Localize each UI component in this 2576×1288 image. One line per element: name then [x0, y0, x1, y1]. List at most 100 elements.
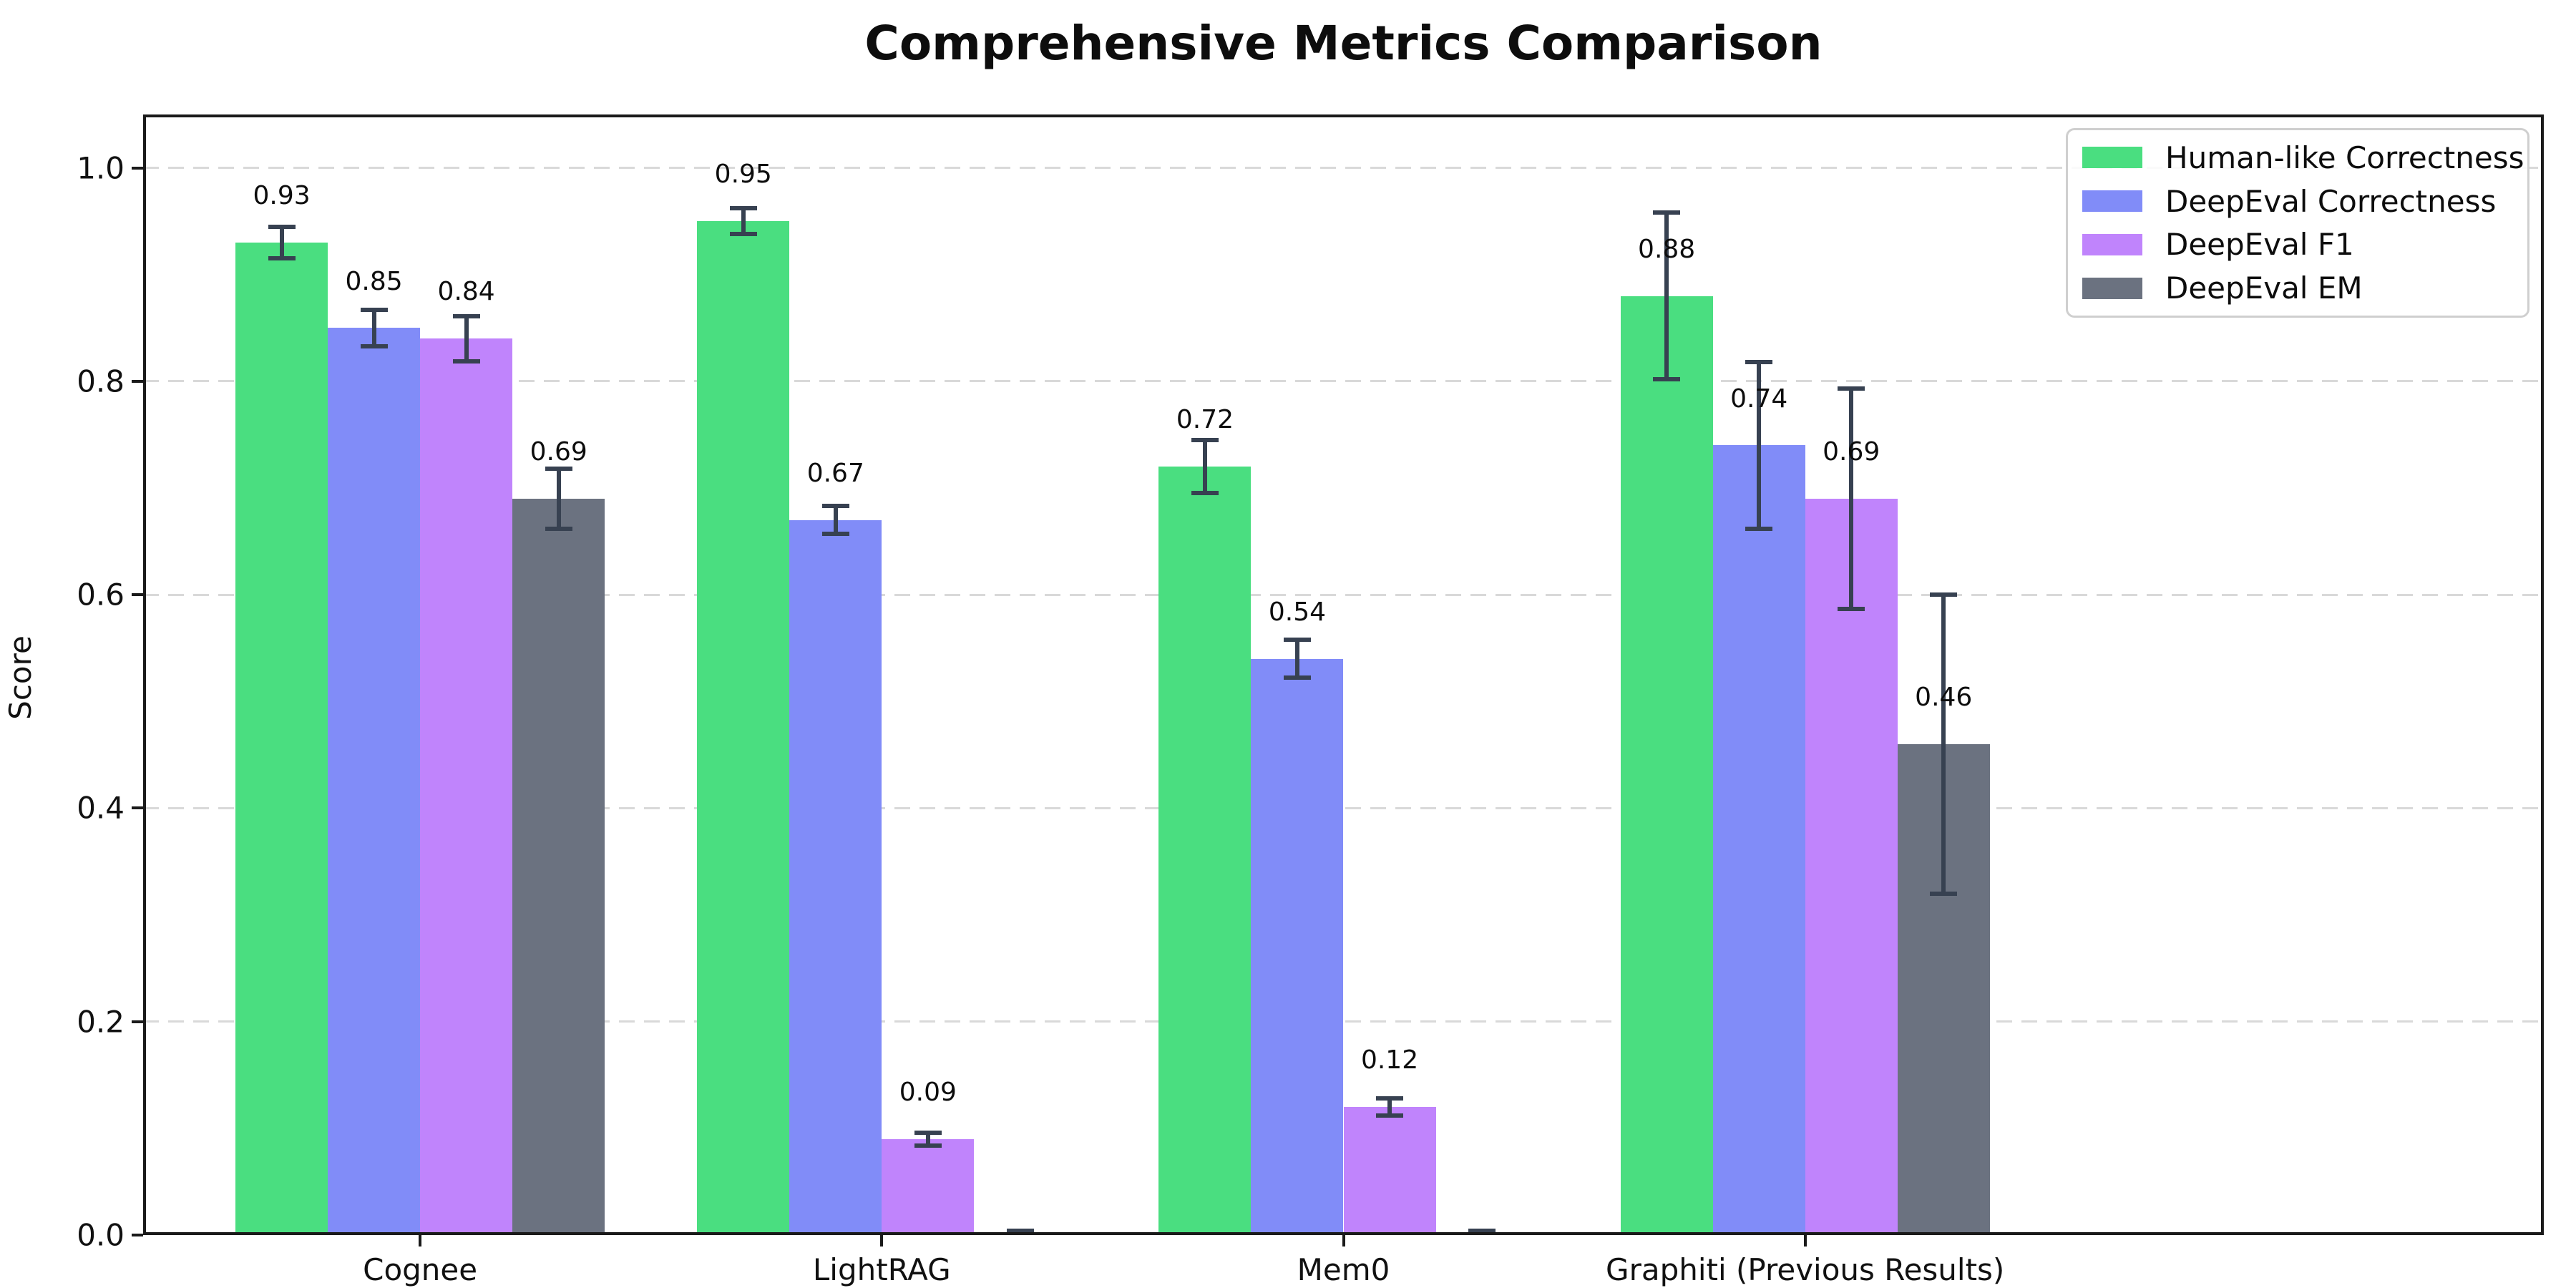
error-bar-cap-top [545, 467, 572, 472]
error-bar-cap-top [821, 504, 849, 509]
legend-item: DeepEval F1 [2082, 223, 2513, 267]
x-tick-label: LightRAG [812, 1252, 951, 1287]
y-tick-mark [132, 379, 143, 383]
y-gridline [143, 806, 2544, 809]
error-bar-cap-bottom [914, 1143, 942, 1148]
error-bar [279, 226, 284, 259]
error-bar-cap-bottom [268, 256, 296, 261]
y-gridline [143, 593, 2544, 596]
bar-value-label: 0.88 [1638, 234, 1696, 264]
x-tick-label: Mem0 [1297, 1252, 1390, 1287]
x-tick-mark [1342, 1235, 1345, 1246]
legend-item-label: DeepEval F1 [2165, 227, 2354, 263]
error-bar-cap-bottom [1376, 1113, 1404, 1118]
error-bar-cap-top [1745, 360, 1773, 365]
bar-value-label: 0.54 [1268, 597, 1327, 627]
legend-item-label: DeepEval EM [2165, 270, 2363, 306]
x-tick-mark [880, 1235, 884, 1246]
bar-value-label: 0.09 [899, 1078, 957, 1108]
y-gridline [143, 380, 2544, 383]
x-tick-label: Graphiti (Previous Results) [1606, 1252, 2005, 1287]
y-tick-mark [132, 593, 143, 597]
error-bar [371, 309, 376, 346]
bar [882, 1138, 975, 1235]
error-bar [741, 208, 746, 235]
error-bar-cap-top [1191, 437, 1219, 442]
y-gridline [143, 167, 2544, 170]
bar [789, 519, 882, 1235]
legend-item: DeepEval Correctness [2082, 180, 2513, 223]
bar [235, 242, 328, 1235]
bar [1158, 467, 1252, 1235]
error-bar-cap-bottom [1653, 376, 1681, 381]
bar [1343, 1107, 1436, 1235]
bar [328, 328, 421, 1235]
bar [1805, 498, 1898, 1235]
y-tick-mark [132, 1020, 143, 1023]
bar [420, 338, 513, 1235]
error-bar-cap-bottom [360, 343, 388, 348]
y-tick-label: 0.6 [77, 577, 125, 613]
error-bar [925, 1132, 930, 1146]
bar-value-label: 0.69 [1823, 437, 1880, 467]
error-bar-cap-top [914, 1130, 942, 1135]
error-bar-cap-top [360, 307, 388, 312]
bar-value-label: 0.46 [1915, 683, 1973, 713]
bar [697, 221, 790, 1235]
error-bar-cap-bottom [729, 232, 757, 237]
error-bar-cap-top [268, 224, 296, 229]
error-bar-cap-top [1468, 1229, 1496, 1234]
plot-area: 0.93 0.95 0.72 0.88 0.85 0.67 0.54 0.74 0.84 0.09… [143, 114, 2544, 1235]
error-bar-cap-top [1283, 637, 1311, 642]
legend-swatch [2082, 233, 2142, 255]
error-bar-cap-top [1006, 1229, 1034, 1234]
bar-value-label: 0.74 [1730, 384, 1788, 414]
y-tick-label: 1.0 [77, 150, 125, 186]
bar-value-label: 0.85 [345, 266, 403, 296]
error-bar-cap-bottom [821, 532, 849, 537]
error-bar-cap-top [1376, 1096, 1404, 1101]
error-bar [1757, 362, 1762, 529]
y-tick-label: 0.4 [77, 790, 125, 826]
y-gridline [143, 1020, 2544, 1023]
bar [512, 498, 605, 1235]
bar [1712, 445, 1805, 1235]
error-bar-cap-bottom [545, 526, 572, 531]
error-bar-cap-bottom [1283, 675, 1311, 680]
legend-item-label: Human-like Correctness [2165, 140, 2524, 175]
bar [1251, 658, 1344, 1235]
error-bar-cap-bottom [452, 358, 480, 364]
bar-value-label: 0.95 [714, 160, 772, 190]
chart-title: Comprehensive Metrics Comparison [864, 16, 1823, 71]
y-tick-label: 0.2 [77, 1004, 125, 1040]
legend: Human-like Correctness DeepEval Correctne… [2066, 128, 2529, 318]
error-bar-cap-top [452, 313, 480, 318]
y-tick-mark [132, 806, 143, 810]
bar [1620, 296, 1713, 1235]
legend-swatch [2082, 190, 2142, 213]
legend-item: Human-like Correctness [2082, 136, 2524, 180]
error-bar-cap-bottom [1191, 491, 1219, 496]
legend-item: DeepEval EM [2082, 266, 2513, 310]
bar-value-label: 0.93 [253, 181, 311, 211]
legend-swatch [2082, 277, 2142, 299]
error-bar-cap-top [1838, 386, 1865, 391]
bar-value-label: 0.84 [437, 277, 495, 307]
error-bar-cap-bottom [1930, 891, 1958, 896]
bar-value-label: 0.12 [1360, 1045, 1419, 1075]
error-bar [1202, 439, 1207, 494]
legend-item-label: DeepEval Correctness [2165, 183, 2497, 219]
y-tick-mark [132, 166, 143, 170]
error-bar-cap-bottom [1745, 526, 1773, 531]
y-tick-mark [132, 1234, 143, 1236]
error-bar [1294, 639, 1299, 678]
error-bar-cap-bottom [1838, 606, 1865, 611]
x-tick-label: Cognee [363, 1252, 478, 1287]
error-bar-cap-top [1653, 210, 1681, 215]
error-bar-cap-top [1930, 592, 1958, 597]
error-bar [464, 316, 469, 361]
error-bar-cap-top [729, 206, 757, 211]
legend-swatch [2082, 147, 2142, 169]
bar-value-label: 0.72 [1176, 405, 1234, 435]
error-bar [1849, 389, 1854, 609]
